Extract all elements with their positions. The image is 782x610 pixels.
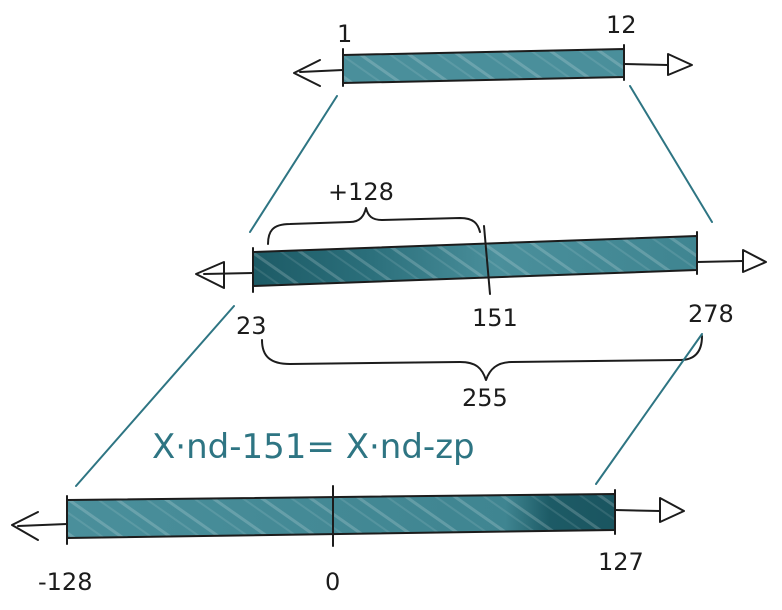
top-range-bar: 1 12 — [293, 11, 693, 87]
middle-right-arrow-icon — [696, 249, 767, 273]
middle-bar-mid-tick — [483, 225, 491, 295]
zero-point-equation: X·nd-151= X·nd-zp — [152, 427, 475, 467]
top-left-label: 1 — [337, 20, 352, 48]
bottom-tick-label: 0 — [325, 568, 340, 596]
middle-left-arrow-icon — [195, 261, 254, 289]
top-right-label: 12 — [606, 11, 637, 39]
top-left-arrow-icon — [293, 59, 344, 87]
bottom-right-label: 127 — [598, 548, 644, 576]
top-right-arrow-icon — [623, 53, 693, 76]
middle-range-bar: +128 23 151 278 255 — [195, 178, 767, 412]
middle-left-label: 23 — [236, 312, 267, 340]
connector-mid-right — [595, 333, 703, 485]
connector-mid-left — [75, 305, 235, 487]
top-bar-texture — [343, 49, 624, 83]
middle-tick-label: 151 — [472, 304, 518, 332]
span-label: 255 — [462, 384, 508, 412]
connector-top-left — [249, 95, 338, 233]
connector-top-right — [629, 85, 713, 223]
span-brace — [261, 335, 703, 381]
bottom-left-label: -128 — [38, 568, 92, 596]
bottom-bar-texture — [67, 494, 615, 538]
offset-brace — [267, 207, 481, 245]
bottom-range-bar: -128 0 127 — [11, 485, 685, 596]
bottom-left-arrow-icon — [11, 511, 68, 541]
middle-right-label: 278 — [688, 300, 734, 328]
bottom-right-arrow-icon — [614, 497, 685, 523]
offset-label: +128 — [328, 178, 394, 206]
